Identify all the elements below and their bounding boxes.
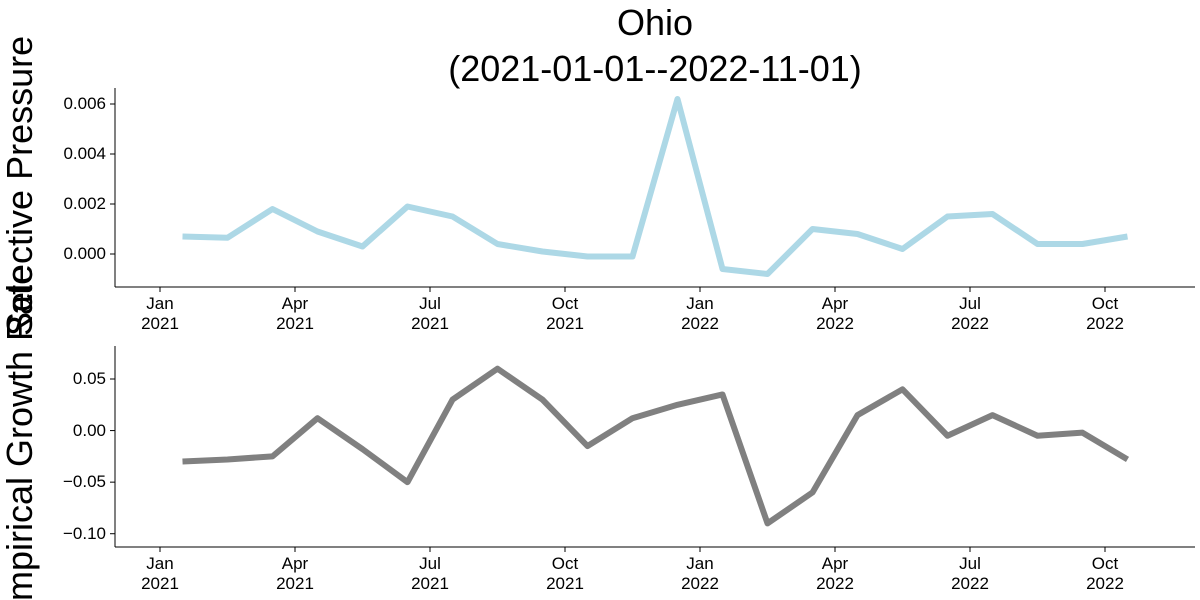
x-tick-label: Jan 2021 [141, 554, 179, 593]
x-tick-label: Jan 2022 [681, 554, 719, 593]
x-tick-label: Jan 2022 [681, 294, 719, 333]
y-tick-label: −0.10 [62, 523, 106, 543]
x-tick-label: Jul 2021 [411, 554, 449, 593]
x-tick-label: Oct 2021 [546, 554, 584, 593]
data-line [182, 96, 1128, 277]
chart-title: Ohio (2021-01-01--2022-11-01) [448, 2, 862, 89]
x-tick-label: Jul 2022 [951, 294, 989, 333]
y-tick-label: 0.00 [72, 420, 106, 440]
x-tick-label: Apr 2021 [276, 554, 314, 593]
y-axis-label: Empirical Growth Rate [0, 264, 40, 600]
x-tick-label: Apr 2022 [816, 294, 854, 333]
y-tick-label: 0.002 [63, 194, 106, 213]
y-tick-label: 0.004 [63, 144, 106, 163]
x-tick-label: Oct 2022 [1086, 554, 1124, 593]
x-tick-label: Apr 2021 [276, 294, 314, 333]
y-tick-label: 0.05 [72, 369, 106, 388]
x-tick-label: Jan 2021 [141, 294, 179, 333]
x-tick-label: Jul 2022 [951, 554, 989, 593]
x-tick-label: Oct 2022 [1086, 294, 1124, 333]
y-tick-label: 0.006 [63, 94, 106, 113]
y-tick-label: −0.05 [62, 472, 106, 492]
x-tick-label: Jul 2021 [411, 294, 449, 333]
y-tick-label: 0.000 [63, 244, 106, 263]
x-tick-label: Apr 2022 [816, 554, 854, 593]
data-line [182, 365, 1130, 527]
x-tick-label: Oct 2021 [546, 294, 584, 333]
